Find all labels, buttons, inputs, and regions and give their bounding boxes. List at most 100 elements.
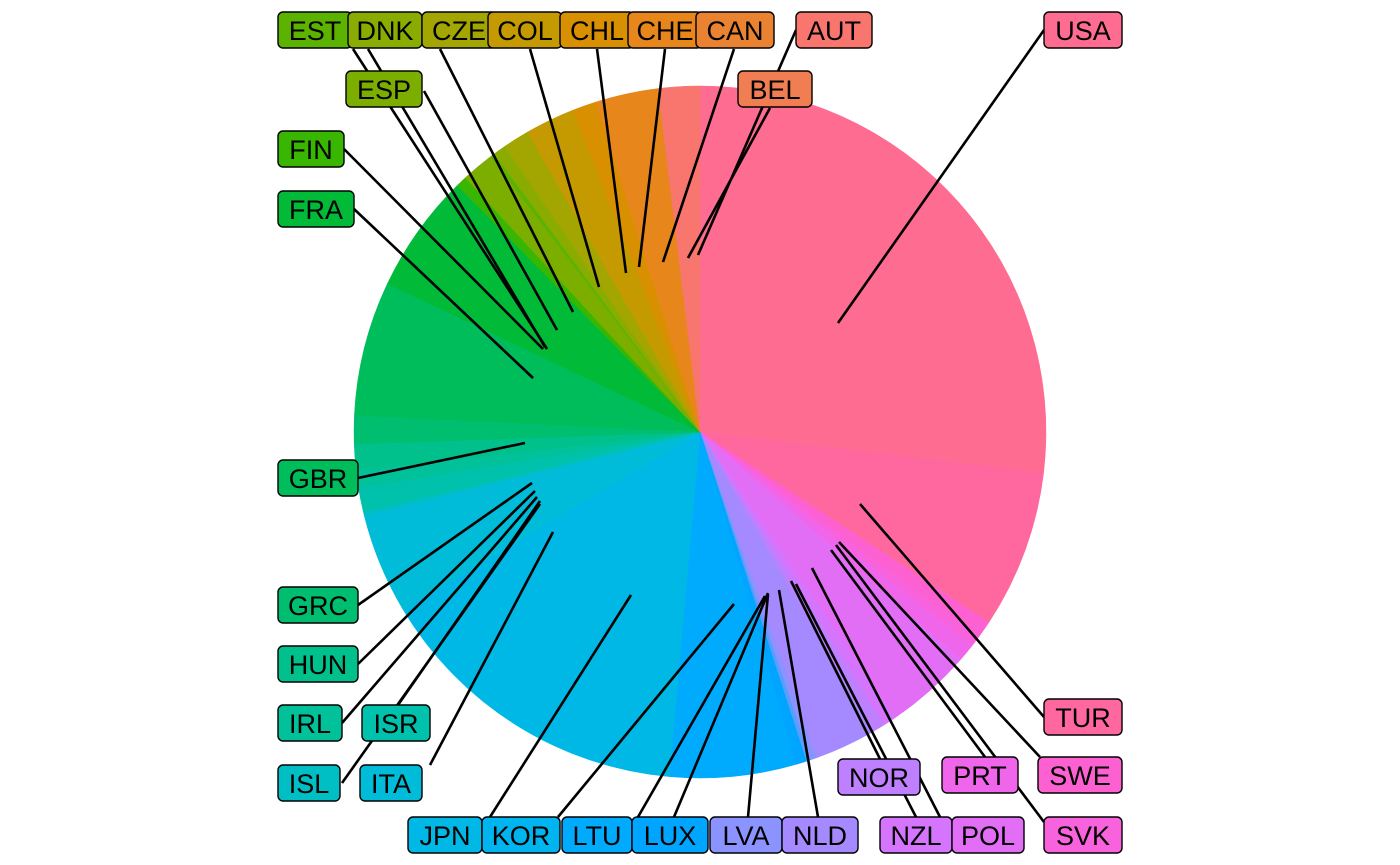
label-box — [277, 586, 359, 624]
slice-label-nzl: NZL — [879, 816, 953, 854]
pie-slices — [353, 85, 1047, 779]
label-box — [277, 764, 341, 802]
leader-line-ita — [428, 531, 555, 766]
label-text: COL — [497, 16, 553, 46]
label-text: LUX — [644, 821, 697, 851]
slice-label-bel: BEL — [737, 70, 813, 108]
label-text: TUR — [1055, 703, 1111, 733]
leader-line-bel — [686, 107, 772, 259]
label-box — [1037, 756, 1123, 794]
label-box — [277, 130, 345, 168]
label-text: BEL — [749, 75, 800, 105]
label-text: LVA — [722, 821, 769, 851]
label-text: NZL — [890, 821, 941, 851]
label-text: GRC — [288, 591, 348, 621]
slice-label-isl: ISL — [277, 764, 341, 802]
label-text: ESP — [357, 75, 411, 105]
leader-line-grc — [357, 481, 533, 607]
label-box — [361, 704, 431, 742]
slice-label-nor: NOR — [837, 758, 921, 796]
slice-label-prt: PRT — [941, 756, 1019, 794]
label-text: JPN — [419, 821, 470, 851]
slice-label-nld: NLD — [781, 816, 859, 854]
label-text: GBR — [289, 464, 348, 494]
slice-label-irl: IRL — [277, 704, 343, 742]
leader-line-irl — [341, 496, 538, 724]
leader-line-nor — [789, 580, 882, 760]
slice-label-est: EST — [277, 11, 353, 49]
label-box — [277, 704, 343, 742]
slice-labels: EST DNK CZE COL CHL CHE CAN AUT USA ESP BEL FIN FRA G… — [277, 11, 1123, 854]
label-text: CZE — [432, 16, 486, 46]
leader-line-che — [637, 48, 667, 268]
label-box — [277, 459, 359, 497]
slice-label-pol: POL — [951, 816, 1025, 854]
label-box — [941, 756, 1019, 794]
slice-label-fra: FRA — [277, 190, 355, 228]
leader-line-prt — [829, 549, 987, 758]
pie-slice-jpn — [402, 431, 701, 777]
slice-label-svk: SVK — [1043, 816, 1123, 854]
slice-label-dnk: DNK — [347, 11, 423, 49]
pie-slice-usa — [699, 85, 1047, 473]
label-box — [277, 645, 359, 683]
label-text: CAN — [706, 16, 763, 46]
slice-label-usa: USA — [1043, 11, 1123, 49]
slice-label-tur: TUR — [1043, 698, 1123, 736]
leader-line-usa — [836, 29, 1046, 324]
label-text: USA — [1055, 16, 1111, 46]
label-text: CHL — [570, 16, 624, 46]
label-text: SWE — [1049, 761, 1111, 791]
leader-line-gbr — [357, 441, 526, 480]
leader-line-esp — [422, 90, 559, 331]
leader-line-jpn — [488, 594, 633, 818]
label-text: DNK — [356, 16, 413, 46]
slice-label-chl: CHL — [559, 11, 635, 49]
label-text: LTU — [572, 821, 621, 851]
leader-line-kor — [556, 603, 736, 818]
slice-label-lux: LUX — [631, 816, 709, 854]
label-text: IRL — [289, 709, 331, 739]
label-text: FRA — [289, 195, 343, 225]
pie-slice-tur — [699, 431, 1044, 623]
label-text: KOR — [492, 821, 551, 851]
slice-label-lva: LVA — [709, 816, 783, 854]
label-box — [631, 816, 709, 854]
leader-line-lux — [672, 592, 770, 818]
leader-line-col — [528, 48, 601, 288]
leader-line-swe — [838, 541, 1041, 758]
leader-line-aut — [696, 29, 798, 256]
label-box — [1043, 11, 1123, 49]
slice-label-ltu: LTU — [561, 816, 633, 854]
label-box — [951, 816, 1025, 854]
leader-line-nld — [777, 589, 820, 818]
label-text: ITA — [371, 769, 411, 799]
label-text: HUN — [289, 650, 348, 680]
leader-line-fra — [353, 208, 534, 379]
label-text: ISL — [289, 769, 330, 799]
label-text: CHE — [636, 16, 693, 46]
label-box — [837, 758, 921, 796]
slice-label-hun: HUN — [277, 645, 359, 683]
label-text: EST — [289, 16, 342, 46]
leader-line-fin — [343, 148, 544, 350]
slice-label-fin: FIN — [277, 130, 345, 168]
slice-label-jpn: JPN — [407, 816, 483, 854]
label-box — [1043, 816, 1123, 854]
leader-line-ltu — [636, 595, 767, 818]
slice-label-cze: CZE — [421, 11, 497, 49]
pie-slice-aut — [682, 85, 701, 433]
label-box — [695, 11, 775, 49]
label-text: POL — [961, 821, 1015, 851]
slice-label-ita: ITA — [359, 764, 423, 802]
label-box — [481, 816, 561, 854]
leader-line-cze — [438, 48, 575, 313]
label-box — [277, 190, 355, 228]
slice-label-aut: AUT — [795, 11, 873, 49]
label-text: AUT — [807, 16, 861, 46]
slice-label-kor: KOR — [481, 816, 561, 854]
label-box — [359, 764, 423, 802]
label-text: NOR — [849, 763, 909, 793]
label-box — [795, 11, 873, 49]
